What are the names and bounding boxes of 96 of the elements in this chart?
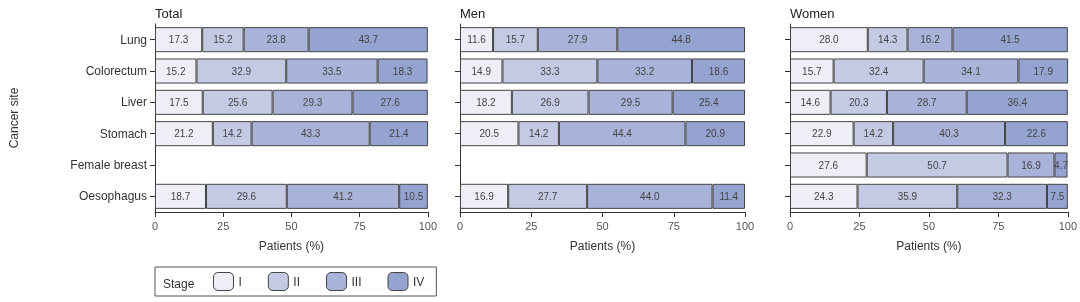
data-label: 14.6: [800, 96, 821, 108]
legend-label: III: [351, 274, 362, 289]
data-label: 43.3: [300, 128, 321, 140]
chart-title: Total: [155, 6, 183, 21]
data-label: 17.3: [168, 34, 189, 46]
x-tick-label: 0: [456, 219, 464, 232]
x-tick-label: 50: [596, 219, 609, 232]
data-label: 14.9: [471, 65, 492, 77]
y-tick-label: Oesophagus: [78, 189, 147, 204]
data-label: 22.9: [812, 128, 832, 140]
data-label: 21.2: [174, 128, 195, 140]
data-label: 15.7: [505, 34, 526, 46]
data-label: 27.7: [537, 190, 558, 202]
data-label: 17.5: [169, 96, 190, 108]
data-label: 32.4: [868, 65, 889, 77]
x-tick-label: 75: [353, 219, 366, 232]
data-label: 14.2: [222, 128, 243, 140]
data-label: 40.3: [939, 128, 960, 140]
x-axis-title: Patients (%): [896, 239, 962, 253]
legend-label: I: [238, 274, 242, 289]
x-tick-label: 50: [922, 219, 936, 232]
data-label: 20.9: [705, 128, 726, 140]
x-tick-label: 100: [1058, 219, 1077, 232]
x-tick-label: 100: [418, 219, 437, 232]
x-tick-label: 0: [786, 219, 794, 232]
y-tick-label: Colorectum: [85, 64, 147, 78]
data-label: 18.3: [392, 65, 413, 77]
data-label: 14.2: [863, 128, 884, 140]
data-label: 20.5: [479, 128, 500, 140]
data-label: 41.2: [333, 190, 354, 202]
chart-title: Women: [790, 6, 835, 21]
data-label: 43.7: [358, 34, 379, 46]
data-label: 27.6: [380, 96, 401, 108]
data-label: 15.2: [166, 65, 186, 77]
y-axis-title: Cancer site: [7, 87, 21, 149]
data-label: 34.1: [961, 65, 982, 77]
data-label: 28.7: [917, 96, 937, 108]
data-label: 22.6: [1026, 128, 1047, 140]
data-label: 29.5: [620, 96, 641, 108]
data-label: 36.4: [1007, 96, 1028, 108]
data-label: 25.6: [227, 96, 248, 108]
x-tick-label: 25: [853, 219, 866, 232]
data-label: 11.6: [467, 34, 487, 46]
data-label: 25.4: [699, 96, 719, 108]
data-label: 33.2: [634, 65, 655, 77]
data-label: 16.2: [920, 34, 941, 46]
x-tick-label: 25: [217, 219, 230, 232]
data-label: 44.0: [640, 190, 660, 202]
y-tick-label: Stomach: [99, 126, 147, 141]
data-label: 16.9: [474, 190, 495, 202]
y-tick-label: Liver: [120, 95, 147, 110]
data-label: 7.5: [1050, 190, 1065, 202]
data-label: 23.8: [266, 34, 287, 46]
x-tick-label: 50: [285, 219, 298, 232]
x-tick-label: 100: [735, 219, 755, 232]
data-label: 41.5: [1000, 34, 1021, 46]
data-label: 33.3: [540, 65, 561, 77]
data-label: 14.3: [877, 34, 898, 46]
data-label: 33.5: [322, 65, 343, 77]
legend-label: IV: [413, 274, 425, 289]
data-label: 17.9: [1033, 65, 1054, 77]
data-label: 44.8: [671, 34, 692, 46]
data-label: 35.9: [897, 190, 918, 202]
data-label: 27.6: [818, 159, 839, 171]
x-tick-label: 25: [525, 219, 538, 232]
data-label: 26.9: [540, 96, 561, 108]
data-label: 24.3: [814, 190, 834, 202]
data-label: 14.2: [528, 128, 549, 140]
data-label: 11.4: [719, 190, 739, 202]
data-label: 18.7: [170, 190, 191, 202]
x-tick-label: 0: [151, 219, 159, 232]
data-label: 32.3: [992, 190, 1013, 202]
data-label: 29.3: [302, 96, 323, 108]
data-label: 15.7: [802, 65, 822, 77]
data-label: 27.9: [567, 34, 588, 46]
x-tick-label: 75: [992, 219, 1005, 232]
data-label: 15.2: [213, 34, 234, 46]
legend-label: II: [293, 274, 301, 289]
x-tick-label: 75: [667, 219, 680, 232]
data-label: 50.7: [927, 159, 948, 171]
legend-title: Stage: [163, 277, 195, 291]
data-label: 21.4: [389, 128, 410, 140]
x-axis-title: Patients (%): [258, 239, 325, 253]
chart-title: Men: [460, 6, 486, 21]
y-tick-label: Lung: [120, 32, 147, 47]
data-label: 16.9: [1021, 159, 1042, 171]
data-label: 29.6: [236, 190, 257, 202]
data-label: 28.0: [819, 34, 840, 46]
data-label: 18.2: [476, 96, 497, 108]
data-label: 18.6: [708, 65, 729, 77]
data-label: 20.3: [849, 96, 869, 108]
data-label: 32.9: [231, 65, 252, 77]
y-tick-label: Female breast: [70, 158, 148, 172]
x-axis-title: Patients (%): [569, 239, 636, 253]
data-label: 10.5: [403, 190, 424, 202]
data-label: 44.4: [612, 128, 633, 140]
